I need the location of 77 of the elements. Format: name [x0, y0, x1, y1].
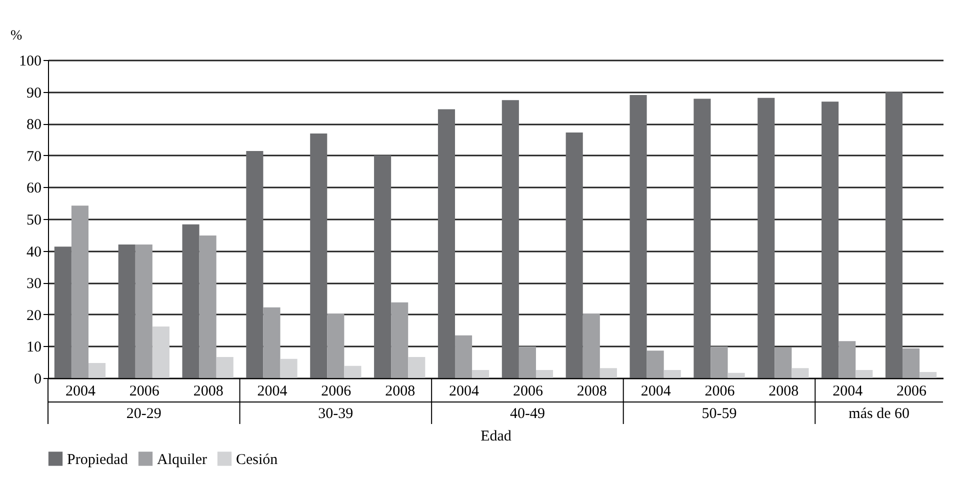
x-tick-label: 2004: [640, 384, 672, 400]
bar: [902, 348, 920, 378]
y-tick-label: 10: [26, 340, 42, 356]
x-axis-title: Edad: [480, 428, 512, 444]
y-axis-title: %: [10, 28, 22, 44]
bar: [246, 150, 264, 378]
bar: [710, 346, 728, 378]
y-tick-label: 20: [26, 308, 42, 324]
x-tick-label: 2004: [65, 384, 96, 400]
text: 40-49: [510, 406, 545, 422]
bar: [472, 370, 490, 378]
bar: [152, 326, 170, 378]
y-tick-label: 80: [26, 117, 42, 134]
bar: [920, 372, 937, 378]
bar: [582, 313, 600, 378]
x-tick-label: 2008: [193, 384, 224, 400]
bar: [502, 100, 519, 378]
bar: [774, 347, 792, 378]
text: más de 60: [848, 406, 910, 422]
bar: [54, 246, 72, 378]
bar: [71, 206, 88, 378]
x-tick-label: 2004: [449, 384, 480, 400]
x-tick-label: 2008: [768, 384, 799, 400]
x-tick-label: 2006: [129, 384, 160, 400]
y-tick-label: 90: [26, 85, 42, 102]
y-tick-label: 50: [26, 212, 42, 228]
bar: [344, 366, 362, 378]
y-tick-label: 60: [26, 180, 42, 197]
bar: [518, 346, 536, 378]
x-tick-label: 2008: [385, 384, 416, 400]
y-tick-label: 100: [19, 54, 42, 70]
bar: [664, 370, 681, 378]
text: 20-29: [126, 406, 162, 422]
bar: [280, 358, 298, 378]
bar: [374, 155, 392, 378]
bar: [646, 350, 664, 378]
bar: [199, 236, 216, 378]
bar: [455, 335, 472, 378]
bar: [728, 372, 745, 378]
x-tick-label: 2006: [321, 384, 352, 400]
x-tick-label: 2004: [257, 384, 288, 400]
legend-label: Cesión: [236, 452, 278, 468]
bar: [408, 357, 426, 378]
text: 30-39: [318, 406, 354, 422]
bar: [182, 224, 200, 378]
y-tick-label: 70: [26, 148, 42, 165]
y-tick-label: 40: [26, 244, 42, 260]
bar: [856, 370, 873, 378]
bar: [838, 341, 856, 378]
bar: [263, 307, 280, 378]
bar: [566, 132, 583, 378]
bar: [885, 92, 903, 378]
bar: [536, 370, 554, 378]
x-tick-label: 2006: [704, 384, 736, 400]
bar: [438, 109, 456, 378]
bar: [822, 102, 839, 378]
legend-label: Propiedad: [67, 452, 128, 468]
bar: [216, 357, 234, 378]
x-tick-label: 2006: [512, 384, 544, 400]
legend-label: Alquiler: [157, 452, 207, 468]
bar: [391, 302, 408, 378]
bar: [88, 363, 106, 378]
text: 50-59: [702, 406, 737, 422]
bar: [600, 368, 617, 378]
x-tick-label: 2006: [896, 384, 928, 400]
bar: [327, 313, 344, 378]
y-tick-label: 0: [34, 372, 42, 388]
bar: [310, 133, 328, 378]
bar: [118, 244, 136, 378]
x-tick-label: 2008: [576, 384, 607, 400]
bar: [758, 98, 775, 378]
bar: [792, 368, 809, 378]
bar: [694, 98, 711, 378]
y-tick-label: 30: [26, 276, 42, 292]
x-tick-label: 2004: [832, 384, 864, 400]
bar: [630, 94, 647, 378]
bar: [135, 244, 152, 378]
